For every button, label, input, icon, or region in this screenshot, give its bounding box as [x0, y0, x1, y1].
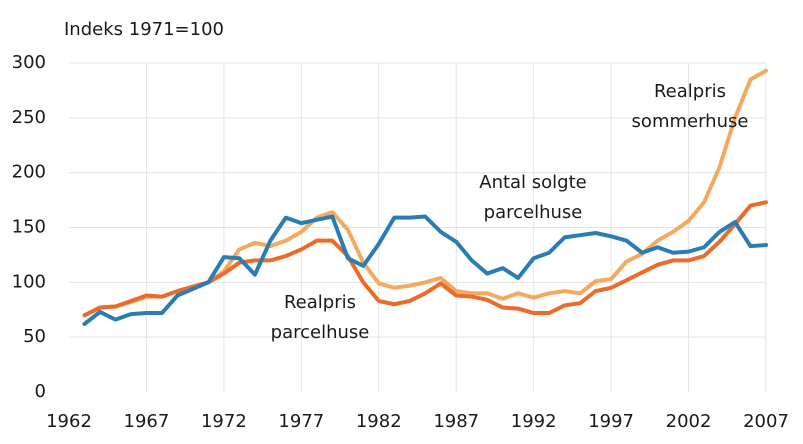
annotation: Realpris [654, 81, 726, 102]
y-tick-label: 100 [12, 271, 46, 292]
y-tick-label: 50 [23, 326, 46, 347]
y-tick-label: 300 [12, 52, 46, 73]
x-tick-label: 1962 [46, 411, 92, 432]
annotation: parcelhuse [484, 202, 583, 223]
y-tick-label: 0 [35, 381, 46, 402]
data-line [82, 68, 768, 318]
x-tick-label: 1997 [588, 411, 634, 432]
y-tick-label: 250 [12, 107, 46, 128]
annotation: parcelhuse [271, 322, 370, 343]
x-tick-label: 1977 [278, 411, 324, 432]
y-tick-label: 200 [12, 162, 46, 183]
annotation: sommerhuse [632, 111, 749, 132]
data-line [82, 214, 768, 327]
x-tick-label: 1982 [356, 411, 402, 432]
x-tick-label: 1987 [433, 411, 479, 432]
annotation: Realpris [284, 292, 356, 313]
x-tick-label: 1967 [124, 411, 170, 432]
x-tick-label: 1992 [511, 411, 557, 432]
y-tick-label: 150 [12, 217, 46, 238]
annotation: Antal solgte [479, 172, 586, 193]
x-tick-label: 1972 [201, 411, 247, 432]
x-tick-label: 2007 [743, 411, 789, 432]
x-tick-label: 2002 [666, 411, 712, 432]
y-axis-label: Indeks 1971=100 [64, 19, 224, 40]
